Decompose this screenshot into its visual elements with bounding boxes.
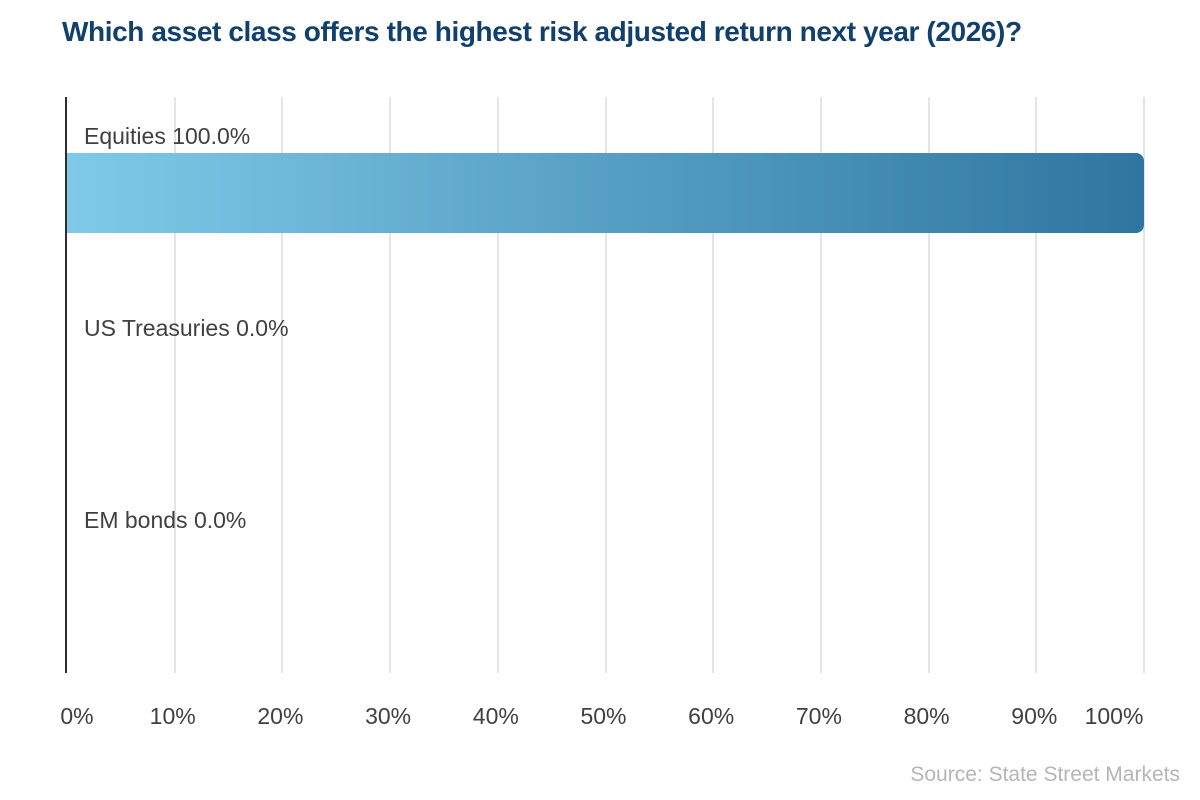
bar-row: US Treasuries 0.0%	[67, 289, 1144, 481]
gridline	[819, 97, 822, 673]
tick-label: 100%	[1084, 703, 1144, 729]
bar-row: Equities 100.0%	[67, 97, 1144, 289]
tick-label: 90%	[1011, 703, 1058, 729]
gridline	[604, 97, 607, 673]
tick-label: 10%	[149, 703, 196, 729]
gridline	[927, 97, 930, 673]
tick-label: 20%	[257, 703, 304, 729]
tick-label: 30%	[365, 703, 412, 729]
tick-label: 60%	[688, 703, 735, 729]
gridline	[1035, 97, 1038, 673]
gridline	[712, 97, 715, 673]
plot-area: Equities 100.0% US Treasuries 0.0% EM bond…	[65, 97, 1145, 673]
gridline	[1143, 97, 1145, 673]
source-caption: Source: State Street Markets	[910, 763, 1180, 786]
gridline	[496, 97, 499, 673]
bar-label: US Treasuries 0.0%	[84, 315, 289, 341]
gridline	[389, 97, 392, 673]
gridline	[281, 97, 284, 673]
tick-label: 40%	[472, 703, 519, 729]
tick-label: 70%	[795, 703, 842, 729]
bar-label: EM bonds 0.0%	[84, 507, 247, 533]
x-axis: 0% 10% 20% 30% 40% 50% 60% 70% 80% 90% 100%	[60, 673, 1144, 733]
gridline	[173, 97, 176, 673]
tick-label: 80%	[903, 703, 950, 729]
bar-row: EM bonds 0.0%	[67, 481, 1144, 673]
bar-rows: Equities 100.0% US Treasuries 0.0% EM bond…	[67, 97, 1144, 673]
tick-label: 50%	[580, 703, 627, 729]
chart-title: Which asset class offers the highest ris…	[62, 16, 1022, 47]
tick-label: 0%	[60, 703, 94, 729]
bar	[67, 153, 1144, 233]
bar-label: Equities 100.0%	[84, 123, 251, 149]
